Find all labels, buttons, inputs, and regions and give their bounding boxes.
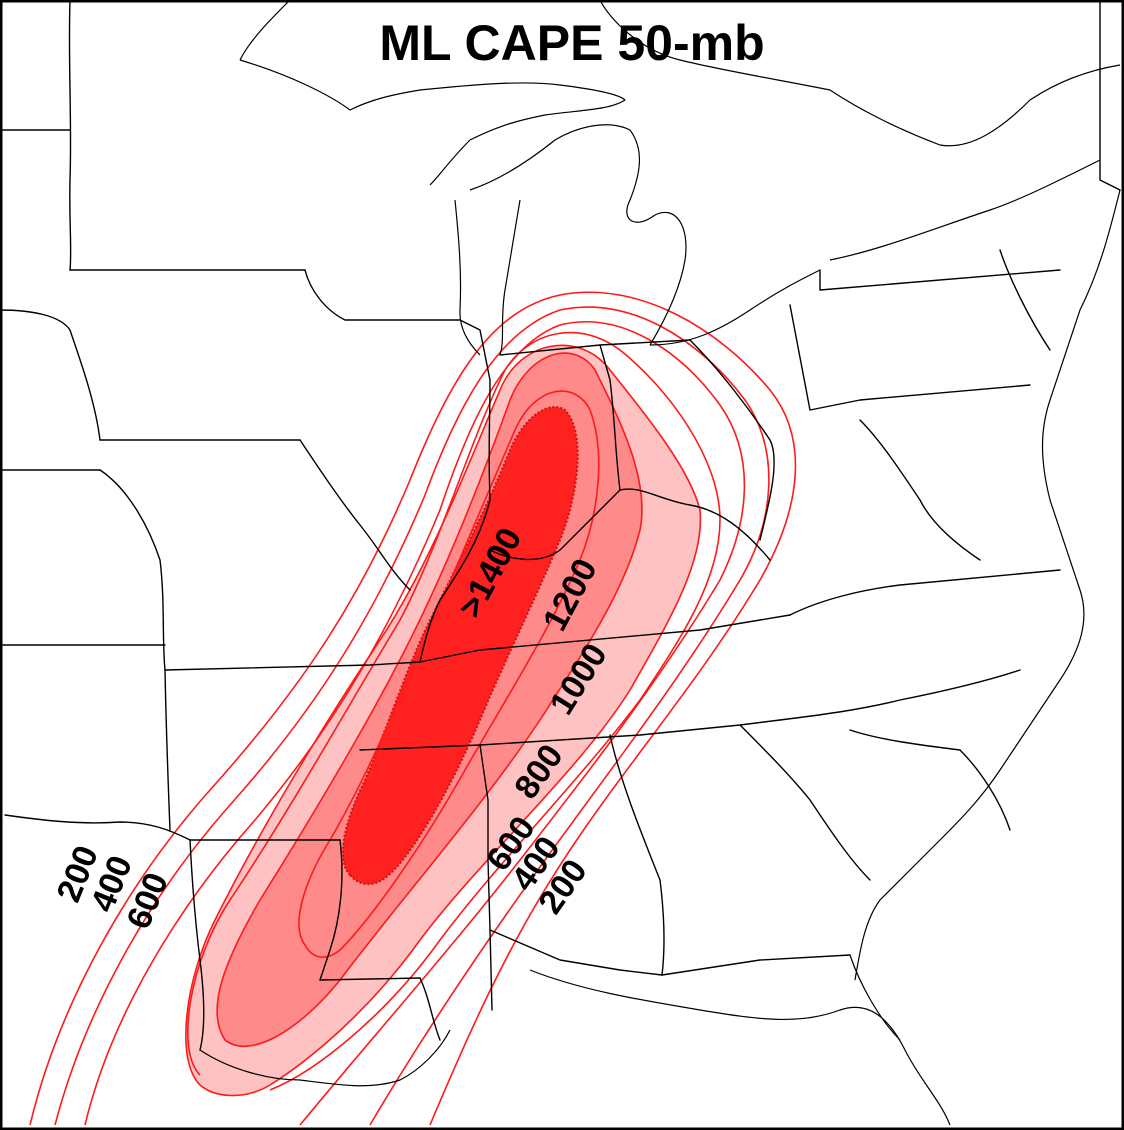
cape-core-outline — [341, 405, 579, 886]
contour-200 — [29, 291, 797, 1126]
map-title: ML CAPE 50-mb — [379, 15, 764, 71]
contour-400 — [54, 306, 770, 1126]
contour-1000 — [185, 344, 702, 1097]
contour-1300 — [298, 390, 600, 958]
contour-1200 — [216, 352, 643, 1048]
cape-fill-1400 — [342, 406, 578, 885]
contour-600 — [84, 321, 746, 1126]
contour-800 — [186, 331, 721, 1091]
